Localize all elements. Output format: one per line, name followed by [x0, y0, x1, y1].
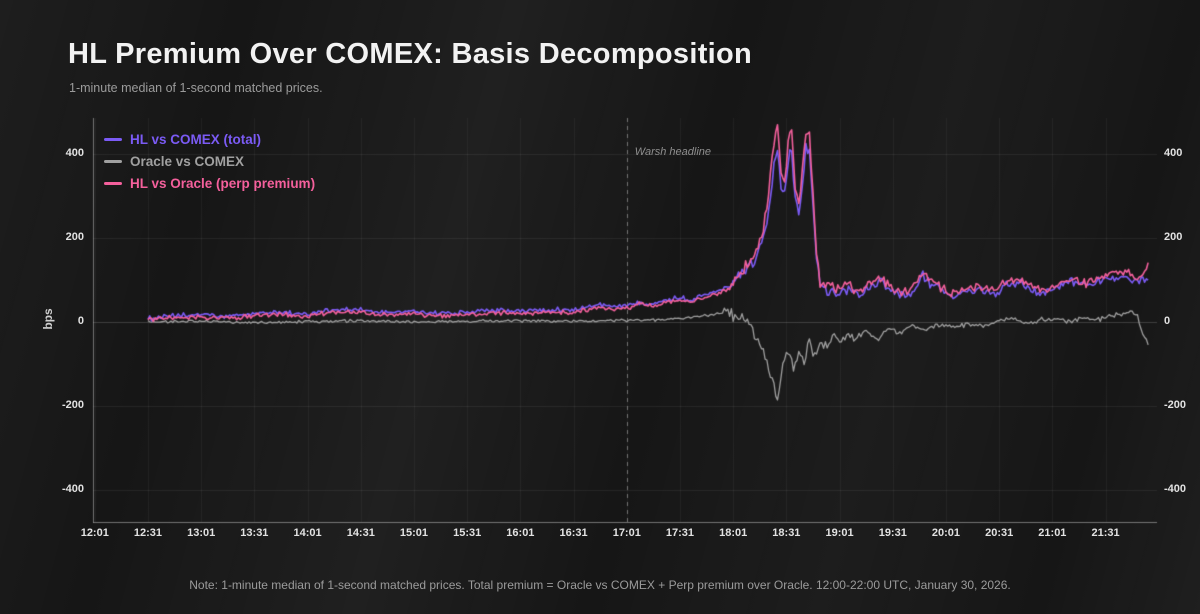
x-tick-label: 15:01: [399, 527, 429, 539]
x-tick-label: 16:01: [506, 527, 535, 539]
x-tick-label: 20:01: [931, 527, 961, 539]
legend-label: HL vs Oracle (perp premium): [130, 176, 316, 191]
chart-footnote: Note: 1-minute median of 1-second matche…: [189, 578, 1011, 592]
legend-item: HL vs Oracle (perp premium): [104, 176, 315, 191]
y-tick-label-left: -400: [61, 483, 84, 495]
x-tick-label: 19:31: [878, 527, 907, 539]
x-tick-label: 12:01: [80, 527, 109, 539]
legend-item: Oracle vs COMEX: [104, 154, 315, 169]
x-tick-label: 12:31: [133, 527, 163, 539]
x-tick-label: 16:31: [559, 527, 588, 539]
x-tick-label: 17:31: [665, 527, 695, 539]
x-tick-label: 18:31: [772, 527, 801, 539]
y-tick-label-left: 200: [65, 231, 84, 243]
x-tick-label: 13:01: [187, 527, 216, 539]
legend-label: HL vs COMEX (total): [130, 132, 262, 147]
y-tick-label-right: 0: [1164, 315, 1171, 327]
x-tick-label: 19:01: [825, 527, 854, 539]
x-tick-label: 21:31: [1091, 527, 1120, 539]
legend: HL vs COMEX (total) Oracle vs COMEX HL vs …: [104, 132, 315, 191]
y-tick-label-left: 400: [65, 147, 84, 159]
page-subtitle: 1-minute median of 1-second matched pric…: [69, 81, 323, 95]
x-tick-label: 14:01: [293, 527, 322, 539]
annotation-warsh-headline: Warsh headline: [634, 146, 711, 158]
x-tick-label: 15:31: [453, 527, 482, 539]
legend-item: HL vs COMEX (total): [104, 132, 315, 147]
x-tick-label: 14:31: [346, 527, 375, 539]
legend-label: Oracle vs COMEX: [130, 154, 245, 169]
y-tick-label-left: 0: [77, 315, 84, 327]
legend-swatch: [104, 182, 122, 185]
y-tick-label-right: 400: [1164, 147, 1183, 159]
y-tick-label-right: -400: [1164, 483, 1187, 495]
legend-swatch: [104, 138, 122, 141]
page-title: HL Premium Over COMEX: Basis Decompositi…: [68, 38, 753, 70]
x-tick-label: 13:31: [240, 527, 269, 539]
legend-swatch: [104, 160, 122, 163]
x-tick-label: 17:01: [612, 527, 641, 539]
y-tick-label-right: 200: [1164, 231, 1183, 243]
x-tick-label: 18:01: [719, 527, 748, 539]
y-tick-label-right: -200: [1164, 399, 1187, 411]
y-tick-label-left: -200: [61, 399, 84, 411]
x-tick-label: 21:01: [1038, 527, 1067, 539]
x-tick-label: 20:31: [985, 527, 1014, 539]
